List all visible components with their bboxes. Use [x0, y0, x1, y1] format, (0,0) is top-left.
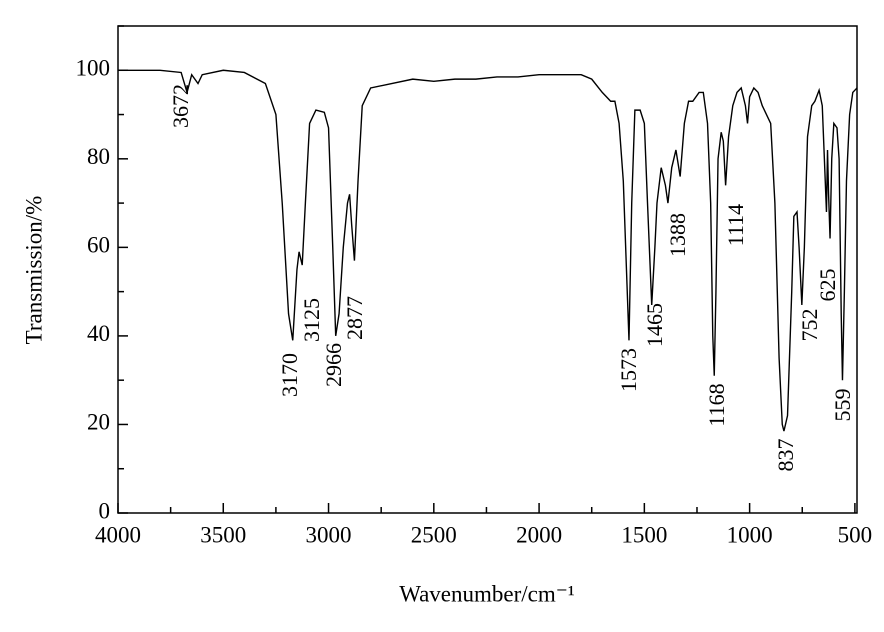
- x-tick-label: 3000: [306, 522, 352, 547]
- x-tick-label: 3500: [200, 522, 246, 547]
- x-tick-label: 500: [838, 522, 873, 547]
- x-tick-label: 1000: [727, 522, 773, 547]
- x-tick-label: 4000: [95, 522, 141, 547]
- peak-label: 1168: [704, 383, 729, 426]
- peak-label: 3672: [168, 84, 193, 128]
- x-tick-label: 2000: [516, 522, 562, 547]
- peak-label: 3125: [299, 298, 324, 342]
- y-tick-label: 60: [87, 233, 110, 258]
- peak-label: 1114: [723, 204, 748, 246]
- x-tick-label: 1500: [621, 522, 667, 547]
- peak-label: 837: [773, 439, 798, 472]
- x-axis-label: Wavenumber/cm⁻¹: [399, 581, 575, 606]
- peak-label: 3170: [277, 353, 302, 397]
- peak-label: 752: [797, 309, 822, 342]
- y-tick-label: 0: [99, 498, 111, 523]
- y-tick-label: 80: [87, 144, 110, 169]
- plot-frame: [117, 25, 858, 514]
- y-tick-label: 20: [87, 410, 110, 435]
- spectrum-line: [118, 69, 858, 432]
- x-tick-label: 2500: [411, 522, 457, 547]
- y-axis-label: Transmission/%: [21, 196, 46, 345]
- y-tick-label: 40: [87, 321, 110, 346]
- peak-label: 1388: [665, 213, 690, 257]
- peak-label: 2877: [342, 296, 367, 340]
- peak-label: 625: [815, 269, 840, 302]
- peak-label: 2966: [321, 343, 346, 387]
- peak-label: 1573: [616, 348, 641, 392]
- y-tick-label: 100: [76, 56, 111, 81]
- peak-label: 1465: [642, 303, 667, 347]
- peak-label: 559: [830, 389, 855, 422]
